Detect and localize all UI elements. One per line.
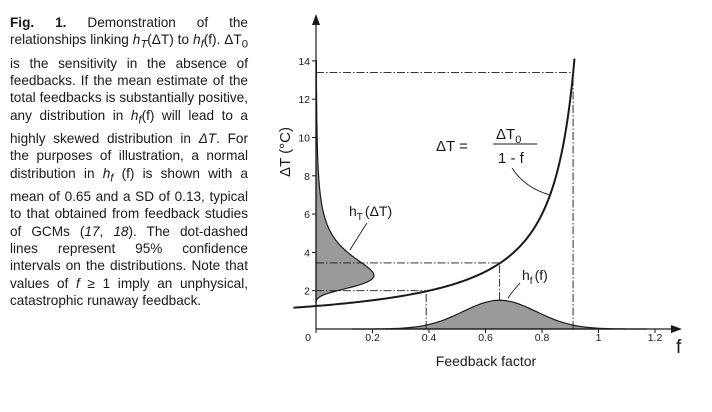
equation-denominator: 1 - f <box>498 150 525 167</box>
hf-distribution <box>352 299 648 330</box>
caption-label: Fig. 1. <box>10 15 67 30</box>
hf-label-h: h <box>522 267 530 283</box>
y-tick-label: 12 <box>298 94 310 106</box>
equation-numerator: ΔT0 <box>496 126 521 146</box>
confidence-interval-lines <box>316 71 574 329</box>
hf-leader <box>507 282 521 299</box>
equation-numerator-text: ΔT <box>496 126 515 143</box>
x-tick-label: 0.2 <box>365 332 380 344</box>
feedback-chart: 0 0.2 0.4 0.6 0.8 1 1.2 2 4 6 8 10 12 14 ΔT (°C) Fee… <box>277 14 682 369</box>
y-tick-label: 8 <box>304 171 310 183</box>
caption-hf-sub: f <box>138 114 142 127</box>
sensitivity-curve <box>293 58 576 309</box>
y-axis-title: ΔT (°C) <box>277 127 294 177</box>
hT-label-h: h <box>349 203 357 219</box>
caption-hf: h <box>193 32 201 48</box>
hf-label: hf (f) <box>507 267 548 299</box>
y-axis-arrow <box>312 14 320 25</box>
y-tick-label: 6 <box>304 209 310 221</box>
equation-numerator-sub: 0 <box>515 134 521 146</box>
hT-label-text: hT (ΔT) <box>349 203 392 223</box>
caption-text: is the sensitivity in the absence of fee… <box>10 55 248 123</box>
figure: 0 0.2 0.4 0.6 0.8 1 1.2 2 4 6 8 10 12 14 ΔT (°C) Fee… <box>250 0 712 407</box>
caption-hT: h <box>132 32 141 48</box>
y-ticks: 2 4 6 8 10 12 14 <box>298 56 316 298</box>
x-ticks: 0 0.2 0.4 0.6 0.8 1 1.2 <box>305 329 662 344</box>
caption-text: (f). ΔT <box>203 32 242 48</box>
hf-label-arg: (f) <box>535 267 548 283</box>
caption-hf-sub: f <box>200 39 204 52</box>
caption-f: f <box>75 275 80 291</box>
x-tick-label: 0.6 <box>478 332 493 344</box>
caption-hf-sub: f <box>110 172 114 185</box>
x-axis-arrow <box>671 325 682 333</box>
x-tick-label: 0.4 <box>422 332 437 344</box>
y-tick-label: 10 <box>298 133 310 145</box>
caption-hf: h <box>102 165 111 181</box>
hT-distribution <box>315 60 375 306</box>
caption-ref: 18 <box>113 223 129 239</box>
caption-dT: ΔT <box>198 130 217 146</box>
caption-text: ). The dot-dashed lines represent 95% co… <box>10 223 248 291</box>
caption-hf: h <box>130 107 139 123</box>
caption-hT-sub: T <box>140 39 148 52</box>
axes <box>312 14 682 333</box>
caption-text: . For the purposes of illustration, a no… <box>10 130 248 181</box>
caption-text: (f) will lead to a highly skewed distrib… <box>10 107 248 146</box>
equation-lhs: ΔT = <box>436 138 468 155</box>
hf-label-text: hf (f) <box>522 267 548 287</box>
figure-caption: Fig. 1. Demonstration of the relationshi… <box>10 14 248 310</box>
caption-text: ≥ 1 imply an unphysical, catastrophic ru… <box>10 275 248 309</box>
x-tick-label: 0.8 <box>535 332 550 344</box>
y-tick-label: 2 <box>304 286 310 298</box>
caption-text: (ΔT) to <box>147 32 193 48</box>
y-tick-label: 14 <box>298 56 310 68</box>
y-tick-label: 4 <box>304 247 310 259</box>
x-axis-title: Feedback factor <box>436 353 537 369</box>
caption-text: (f) is shown with a mean of 0.65 and a S… <box>10 165 248 239</box>
hT-label-sub: T <box>357 212 363 223</box>
x-axis-symbol: f <box>676 337 682 358</box>
hT-label-arg: (ΔT) <box>365 203 392 219</box>
hf-label-sub: f <box>530 276 533 287</box>
caption-text: , <box>99 223 114 239</box>
caption-ref: 17 <box>84 223 100 239</box>
equation-leader <box>511 167 551 196</box>
hT-label: hT (ΔT) <box>349 203 392 251</box>
equation: ΔT = ΔT0 1 - f <box>436 126 551 196</box>
caption-text: Demonstration of the relationships linki… <box>10 15 248 48</box>
x-tick-label: 1 <box>596 332 602 344</box>
caption-dT0-sub: 0 <box>241 39 248 52</box>
x-tick-label: 1.2 <box>648 332 663 344</box>
x-tick-label: 0 <box>305 332 311 344</box>
hT-leader <box>349 222 368 251</box>
